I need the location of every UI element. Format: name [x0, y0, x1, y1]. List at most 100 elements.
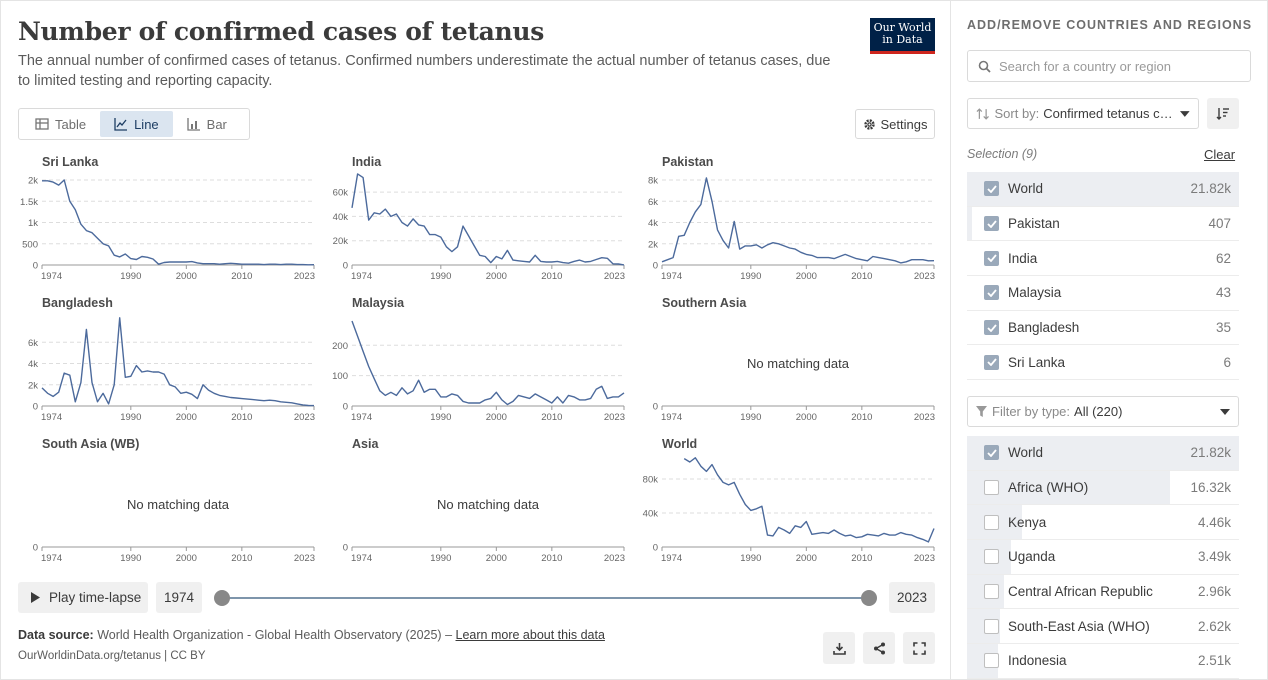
checkbox[interactable] [984, 250, 999, 266]
sort-dropdown[interactable]: Sort by: Confirmed tetanus cases [967, 98, 1199, 129]
list-item[interactable]: World 21.82k [967, 172, 1239, 207]
x-tick-label: 2023 [914, 553, 935, 564]
x-tick-label: 1974 [351, 412, 372, 423]
x-tick-label: 2010 [541, 553, 562, 564]
list-item[interactable]: Sri Lanka 6 [967, 345, 1239, 381]
checkbox[interactable] [984, 320, 999, 336]
list-item[interactable]: Indonesia 2.51k [967, 644, 1239, 679]
y-tick-label: 20k [333, 236, 349, 247]
list-item[interactable]: Kenya 4.46k [967, 505, 1239, 541]
share-button[interactable] [863, 632, 895, 664]
y-tick-label: 0 [33, 261, 38, 272]
start-year: 1974 [156, 582, 202, 613]
checkbox[interactable] [984, 480, 999, 496]
checkbox[interactable] [984, 618, 999, 634]
check-icon [986, 324, 997, 332]
clear-selection-link[interactable]: Clear [1204, 147, 1236, 162]
entity-name: South-East Asia (WHO) [1008, 618, 1150, 634]
entity-value: 2.96k [1197, 584, 1231, 600]
end-handle[interactable] [861, 590, 877, 606]
x-tick-label: 2000 [796, 412, 817, 423]
tab-bar[interactable]: Bar [173, 111, 241, 137]
y-tick-label: 0 [343, 261, 348, 272]
check-icon [986, 449, 997, 457]
checkbox[interactable] [984, 216, 999, 232]
list-item[interactable]: Pakistan 407 [967, 206, 1239, 242]
filter-value: All (220) [1074, 404, 1123, 419]
play-timelapse-button[interactable]: Play time-lapse [18, 582, 148, 613]
entity-value: 62 [1215, 250, 1231, 266]
source-label: Data source: [18, 628, 94, 642]
x-tick-label: 1990 [430, 412, 451, 423]
x-tick-label: 1990 [120, 412, 141, 423]
entity-value: 407 [1208, 216, 1231, 232]
entity-name: Bangladesh [1008, 320, 1080, 336]
series-line-world [683, 457, 935, 543]
x-tick-label: 1990 [120, 553, 141, 564]
x-tick-label: 2010 [231, 271, 252, 282]
series-line-pakistan [661, 177, 935, 264]
x-tick-label: 2023 [604, 271, 625, 282]
x-tick-label: 1990 [740, 412, 761, 423]
chart-panel: Number of confirmed cases of tetanus The… [0, 0, 950, 680]
series-line-india [351, 173, 625, 266]
checkbox[interactable] [984, 181, 999, 197]
play-icon [31, 592, 40, 603]
x-tick-label: 1990 [740, 271, 761, 282]
tab-line[interactable]: Line [100, 111, 173, 137]
x-tick-label: 1990 [120, 271, 141, 282]
x-tick-label: 2023 [294, 412, 315, 423]
selected-list: World 21.82k Pakistan 407 India 62 Malaysia 43 B… [967, 172, 1239, 381]
source-text: World Health Organization - Global Healt… [97, 628, 453, 642]
sort-arrows-icon [976, 107, 989, 120]
tab-table[interactable]: Table [21, 111, 100, 137]
sort-descending-icon [1216, 108, 1229, 120]
start-handle[interactable] [214, 590, 230, 606]
checkbox[interactable] [984, 285, 999, 301]
download-button[interactable] [823, 632, 855, 664]
bar-chart-icon [187, 118, 200, 131]
search-input[interactable]: Search for a country or region [967, 50, 1251, 82]
settings-button[interactable]: Settings [855, 109, 935, 139]
checkbox[interactable] [984, 354, 999, 370]
list-item[interactable]: Bangladesh 35 [967, 311, 1239, 346]
list-item[interactable]: Central African Republic 2.96k [967, 574, 1239, 610]
x-tick-label: 2000 [176, 271, 197, 282]
tab-bar-label: Bar [206, 116, 227, 132]
value-share-bar [967, 172, 1239, 206]
selection-count: Selection (9) [967, 147, 1038, 161]
list-item[interactable]: Malaysia 43 [967, 276, 1239, 311]
entity-name: Malaysia [1008, 285, 1062, 301]
x-tick-label: 1974 [661, 553, 682, 564]
y-tick-label: 0 [343, 402, 348, 413]
owid-logo[interactable]: Our World in Data [870, 18, 935, 54]
fullscreen-button[interactable] [903, 632, 935, 664]
check-icon [986, 254, 997, 263]
end-year: 2023 [889, 582, 935, 613]
checkbox[interactable] [984, 653, 999, 669]
tab-line-label: Line [134, 116, 159, 132]
value-share-bar [967, 436, 1239, 470]
credit-line: OurWorldinData.org/tetanus | CC BY [18, 650, 206, 662]
list-item[interactable]: Africa (WHO) 16.32k [967, 470, 1239, 506]
line-chart-icon [114, 118, 128, 131]
checkbox[interactable] [984, 549, 999, 565]
checkbox[interactable] [984, 584, 999, 600]
filter-type-dropdown[interactable]: Filter by type: All (220) [967, 396, 1239, 427]
checkbox[interactable] [984, 445, 999, 461]
list-item[interactable]: World 21.82k [967, 436, 1239, 471]
list-item[interactable]: Uganda 3.49k [967, 540, 1239, 575]
y-tick-label: 1k [28, 218, 38, 229]
timeline-slider[interactable] [222, 597, 869, 599]
series-line-bangladesh [41, 317, 315, 407]
gear-icon [863, 118, 875, 130]
value-share-bar [967, 206, 973, 241]
learn-more-link[interactable]: Learn more about this data [455, 628, 605, 642]
sort-order-button[interactable] [1207, 98, 1239, 129]
entity-value: 35 [1215, 320, 1231, 336]
checkbox[interactable] [984, 514, 999, 530]
list-item[interactable]: India 62 [967, 241, 1239, 277]
list-item[interactable]: South-East Asia (WHO) 2.62k [967, 609, 1239, 645]
x-tick-label: 1974 [41, 553, 62, 564]
